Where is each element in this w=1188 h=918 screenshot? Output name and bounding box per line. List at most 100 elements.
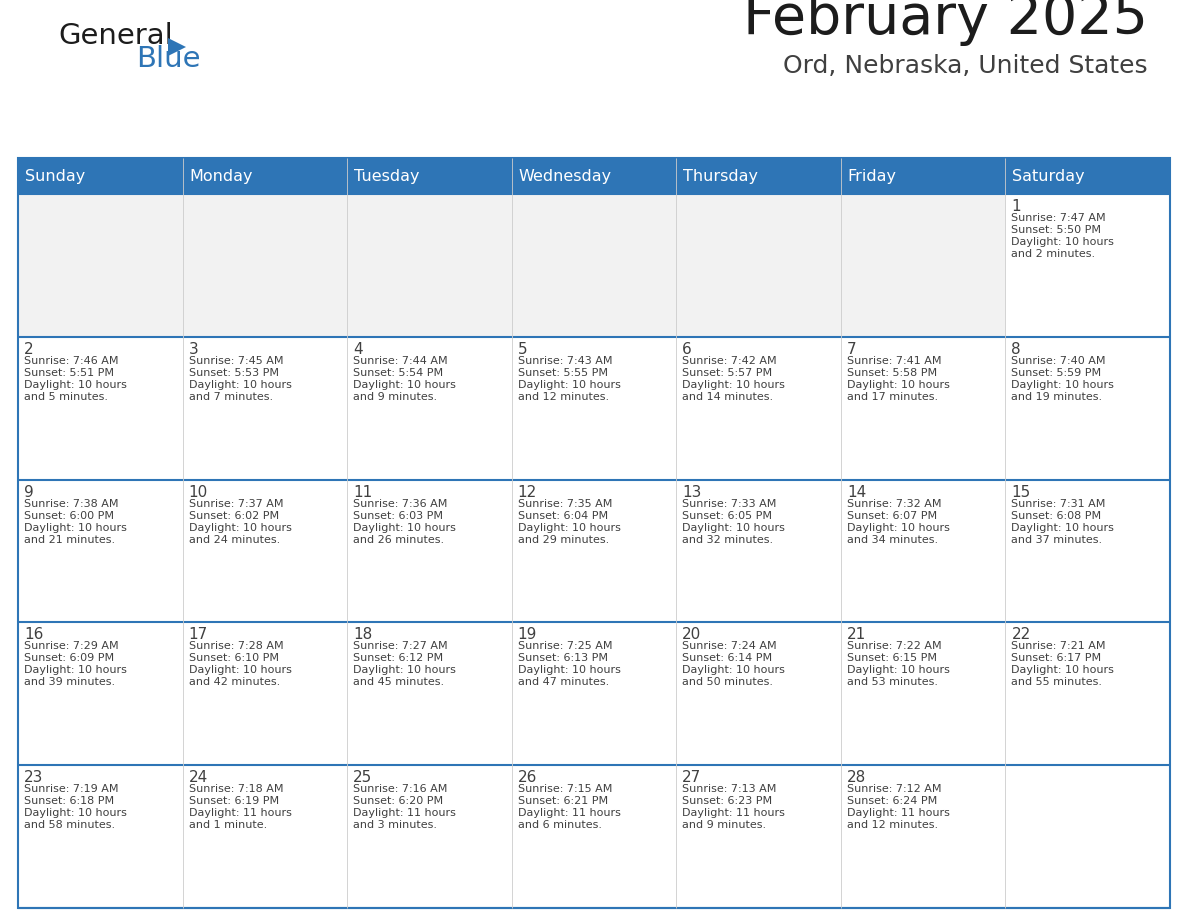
- Bar: [512, 158, 676, 194]
- Text: Sunrise: 7:19 AM: Sunrise: 7:19 AM: [24, 784, 119, 794]
- Bar: [183, 622, 347, 766]
- Text: Sunrise: 7:22 AM: Sunrise: 7:22 AM: [847, 642, 941, 652]
- Text: 9: 9: [24, 485, 33, 499]
- Text: Wednesday: Wednesday: [519, 169, 612, 184]
- Text: Sunrise: 7:33 AM: Sunrise: 7:33 AM: [682, 498, 777, 509]
- Text: 26: 26: [518, 770, 537, 785]
- Text: Sunrise: 7:44 AM: Sunrise: 7:44 AM: [353, 356, 448, 365]
- Text: Daylight: 10 hours: Daylight: 10 hours: [682, 380, 785, 390]
- Text: and 55 minutes.: and 55 minutes.: [1011, 677, 1102, 688]
- Text: February 2025: February 2025: [742, 0, 1148, 46]
- Text: and 32 minutes.: and 32 minutes.: [682, 534, 773, 544]
- Text: Sunrise: 7:25 AM: Sunrise: 7:25 AM: [518, 642, 612, 652]
- Text: Thursday: Thursday: [683, 169, 758, 184]
- Text: 19: 19: [518, 627, 537, 643]
- Text: Daylight: 10 hours: Daylight: 10 hours: [1011, 522, 1114, 532]
- Text: and 9 minutes.: and 9 minutes.: [353, 392, 437, 402]
- Bar: [841, 622, 1005, 766]
- Text: 27: 27: [682, 770, 702, 785]
- Bar: [18, 766, 183, 908]
- Text: Sunset: 6:09 PM: Sunset: 6:09 PM: [24, 654, 114, 664]
- Bar: [1005, 158, 1170, 194]
- Text: and 1 minute.: and 1 minute.: [189, 820, 267, 830]
- Text: Sunrise: 7:38 AM: Sunrise: 7:38 AM: [24, 498, 119, 509]
- Bar: [841, 479, 1005, 622]
- Text: Sunrise: 7:42 AM: Sunrise: 7:42 AM: [682, 356, 777, 365]
- Text: 17: 17: [189, 627, 208, 643]
- Text: Sunrise: 7:31 AM: Sunrise: 7:31 AM: [1011, 498, 1106, 509]
- Text: and 12 minutes.: and 12 minutes.: [847, 820, 939, 830]
- Text: 3: 3: [189, 341, 198, 357]
- Text: Sunset: 5:53 PM: Sunset: 5:53 PM: [189, 368, 278, 378]
- Bar: [347, 337, 512, 479]
- Text: and 26 minutes.: and 26 minutes.: [353, 534, 444, 544]
- Text: Tuesday: Tuesday: [354, 169, 419, 184]
- Text: 12: 12: [518, 485, 537, 499]
- Text: 15: 15: [1011, 485, 1031, 499]
- Text: 16: 16: [24, 627, 44, 643]
- Bar: [512, 766, 676, 908]
- Bar: [18, 479, 183, 622]
- Bar: [18, 622, 183, 766]
- Bar: [1005, 479, 1170, 622]
- Bar: [347, 158, 512, 194]
- Bar: [1005, 622, 1170, 766]
- Bar: [676, 194, 841, 337]
- Text: Saturday: Saturday: [1012, 169, 1085, 184]
- Text: Sunrise: 7:12 AM: Sunrise: 7:12 AM: [847, 784, 941, 794]
- Bar: [18, 194, 183, 337]
- Bar: [18, 337, 183, 479]
- Text: Daylight: 10 hours: Daylight: 10 hours: [682, 522, 785, 532]
- Text: 6: 6: [682, 341, 693, 357]
- Text: 21: 21: [847, 627, 866, 643]
- Text: 2: 2: [24, 341, 33, 357]
- Bar: [676, 479, 841, 622]
- Text: Sunrise: 7:43 AM: Sunrise: 7:43 AM: [518, 356, 612, 365]
- Text: 7: 7: [847, 341, 857, 357]
- Text: 14: 14: [847, 485, 866, 499]
- Text: and 42 minutes.: and 42 minutes.: [189, 677, 280, 688]
- Text: Sunset: 6:15 PM: Sunset: 6:15 PM: [847, 654, 937, 664]
- Text: Sunset: 6:24 PM: Sunset: 6:24 PM: [847, 796, 937, 806]
- Text: 20: 20: [682, 627, 702, 643]
- Text: and 19 minutes.: and 19 minutes.: [1011, 392, 1102, 402]
- Text: Sunrise: 7:16 AM: Sunrise: 7:16 AM: [353, 784, 448, 794]
- Text: Daylight: 10 hours: Daylight: 10 hours: [518, 380, 620, 390]
- Text: Ord, Nebraska, United States: Ord, Nebraska, United States: [783, 54, 1148, 78]
- Text: and 14 minutes.: and 14 minutes.: [682, 392, 773, 402]
- Bar: [347, 766, 512, 908]
- Bar: [841, 337, 1005, 479]
- Text: and 34 minutes.: and 34 minutes.: [847, 534, 939, 544]
- Bar: [18, 158, 1170, 908]
- Text: and 5 minutes.: and 5 minutes.: [24, 392, 108, 402]
- Text: Daylight: 10 hours: Daylight: 10 hours: [189, 380, 291, 390]
- Text: Sunset: 5:59 PM: Sunset: 5:59 PM: [1011, 368, 1101, 378]
- Text: Daylight: 10 hours: Daylight: 10 hours: [847, 522, 949, 532]
- Text: and 50 minutes.: and 50 minutes.: [682, 677, 773, 688]
- Bar: [676, 158, 841, 194]
- Text: Sunrise: 7:15 AM: Sunrise: 7:15 AM: [518, 784, 612, 794]
- Text: Sunset: 6:03 PM: Sunset: 6:03 PM: [353, 510, 443, 521]
- Text: Daylight: 10 hours: Daylight: 10 hours: [24, 666, 127, 676]
- Bar: [183, 479, 347, 622]
- Text: and 45 minutes.: and 45 minutes.: [353, 677, 444, 688]
- Text: Daylight: 11 hours: Daylight: 11 hours: [682, 808, 785, 818]
- Text: Daylight: 10 hours: Daylight: 10 hours: [353, 666, 456, 676]
- Text: 23: 23: [24, 770, 44, 785]
- Text: Sunset: 6:02 PM: Sunset: 6:02 PM: [189, 510, 279, 521]
- Text: Sunrise: 7:24 AM: Sunrise: 7:24 AM: [682, 642, 777, 652]
- Text: Daylight: 10 hours: Daylight: 10 hours: [1011, 666, 1114, 676]
- Text: Daylight: 10 hours: Daylight: 10 hours: [24, 522, 127, 532]
- Text: Sunrise: 7:13 AM: Sunrise: 7:13 AM: [682, 784, 777, 794]
- Text: Sunrise: 7:35 AM: Sunrise: 7:35 AM: [518, 498, 612, 509]
- Text: 28: 28: [847, 770, 866, 785]
- Text: Sunset: 5:51 PM: Sunset: 5:51 PM: [24, 368, 114, 378]
- Bar: [841, 194, 1005, 337]
- Bar: [1005, 337, 1170, 479]
- Bar: [512, 622, 676, 766]
- Text: 24: 24: [189, 770, 208, 785]
- Text: and 17 minutes.: and 17 minutes.: [847, 392, 939, 402]
- Text: Daylight: 10 hours: Daylight: 10 hours: [24, 380, 127, 390]
- Bar: [183, 337, 347, 479]
- Text: Blue: Blue: [135, 45, 201, 73]
